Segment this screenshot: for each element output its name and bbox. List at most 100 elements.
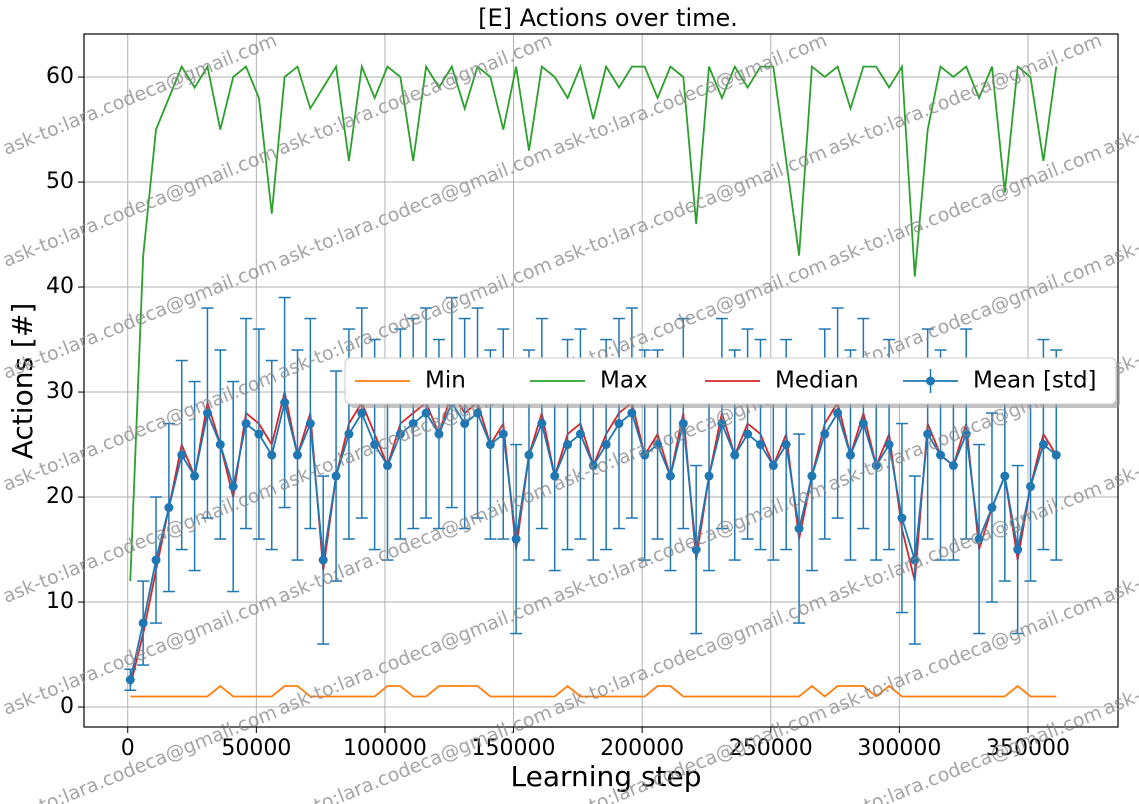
marker [665, 471, 675, 481]
watermark: ask-to:lara.codeca@gmail.com [0, 141, 280, 271]
marker [344, 429, 354, 439]
marker [936, 450, 946, 460]
watermark: ask-to:lara.codeca@gmail.com [0, 589, 280, 719]
marker [614, 419, 624, 429]
marker [755, 440, 765, 450]
marker [318, 555, 328, 565]
marker [511, 534, 521, 544]
marker [897, 513, 907, 523]
marker [704, 471, 714, 481]
marker [280, 398, 290, 408]
watermark: ask-to:lara.codeca@gmail.com [275, 29, 555, 159]
watermark: ask-to:lara.codeca@gmail.com [550, 589, 830, 719]
marker [550, 471, 560, 481]
y-tick-label: 10 [46, 589, 74, 614]
watermark: ask-to:lara.codeca@gmail.com [0, 253, 280, 383]
marker [473, 408, 483, 418]
x-tick-label: 200000 [600, 736, 684, 761]
watermark: ask-to:lara.codeca@gmail.com [275, 589, 555, 719]
marker [820, 429, 830, 439]
marker [138, 618, 148, 628]
marker [395, 429, 405, 439]
marker [498, 429, 508, 439]
marker [241, 419, 251, 429]
watermark: ask-to:lara.codeca@gmail.com [1100, 141, 1139, 271]
marker [884, 440, 894, 450]
watermark: ask-to:lara.codeca@gmail.com [825, 29, 1105, 159]
marker [125, 675, 135, 685]
watermark: ask-to:lara.codeca@gmail.com [1100, 589, 1139, 719]
watermark: ask-to:lara.codeca@gmail.com [1100, 29, 1139, 159]
watermark: ask-to:lara.codeca@gmail.com [0, 29, 280, 159]
marker [871, 461, 881, 471]
marker [292, 450, 302, 460]
marker [743, 429, 753, 439]
marker [434, 429, 444, 439]
marker [202, 408, 212, 418]
x-tick-label: 350000 [986, 736, 1070, 761]
legend-label: Mean [std] [973, 368, 1097, 394]
y-tick-label: 50 [46, 169, 74, 194]
series-line [130, 684, 1057, 698]
x-tick-label: 50000 [221, 736, 291, 761]
legend-label: Min [425, 368, 466, 394]
marker [974, 534, 984, 544]
marker [267, 450, 277, 460]
y-tick-label: 0 [60, 694, 74, 719]
marker [537, 419, 547, 429]
marker [460, 419, 470, 429]
marker [730, 450, 740, 460]
marker [678, 419, 688, 429]
marker [563, 440, 573, 450]
marker [833, 408, 843, 418]
marker [987, 503, 997, 513]
marker [357, 408, 367, 418]
y-tick-label: 60 [46, 64, 74, 89]
x-tick-label: 100000 [343, 736, 427, 761]
marker [215, 440, 225, 450]
marker [331, 471, 341, 481]
watermark: ask-to:lara.codeca@gmail.com [0, 365, 280, 495]
watermark: ask-to:lara.codeca@gmail.com [825, 589, 1105, 719]
marker [254, 429, 264, 439]
marker [485, 440, 495, 450]
marker [640, 450, 650, 460]
marker [151, 555, 161, 565]
marker [1013, 545, 1023, 555]
marker [961, 429, 971, 439]
legend-swatch [926, 376, 935, 386]
marker [717, 419, 727, 429]
marker [421, 408, 431, 418]
x-tick-label: 300000 [857, 736, 941, 761]
x-tick-label: 250000 [729, 736, 813, 761]
marker [768, 461, 778, 471]
y-axis-label: Actions [#] [6, 303, 39, 460]
marker [781, 440, 791, 450]
x-tick-label: 0 [121, 736, 135, 761]
marker [190, 471, 200, 481]
marker [858, 419, 868, 429]
marker [653, 440, 663, 450]
marker [627, 408, 637, 418]
marker [601, 440, 611, 450]
marker [845, 450, 855, 460]
marker [408, 419, 418, 429]
marker [575, 429, 585, 439]
marker [807, 471, 817, 481]
marker [164, 503, 174, 513]
watermark: ask-to:lara.codeca@gmail.com [825, 141, 1105, 271]
marker [923, 429, 933, 439]
y-tick-label: 40 [46, 274, 74, 299]
marker [1000, 471, 1010, 481]
y-tick-label: 20 [46, 484, 74, 509]
y-tick-label: 30 [46, 379, 74, 404]
marker [228, 482, 238, 492]
marker [948, 461, 958, 471]
marker [1026, 482, 1036, 492]
marker [383, 461, 393, 471]
marker [1051, 450, 1061, 460]
marker [588, 461, 598, 471]
marker [305, 419, 315, 429]
watermark: ask-to:lara.codeca@gmail.com [550, 29, 830, 159]
